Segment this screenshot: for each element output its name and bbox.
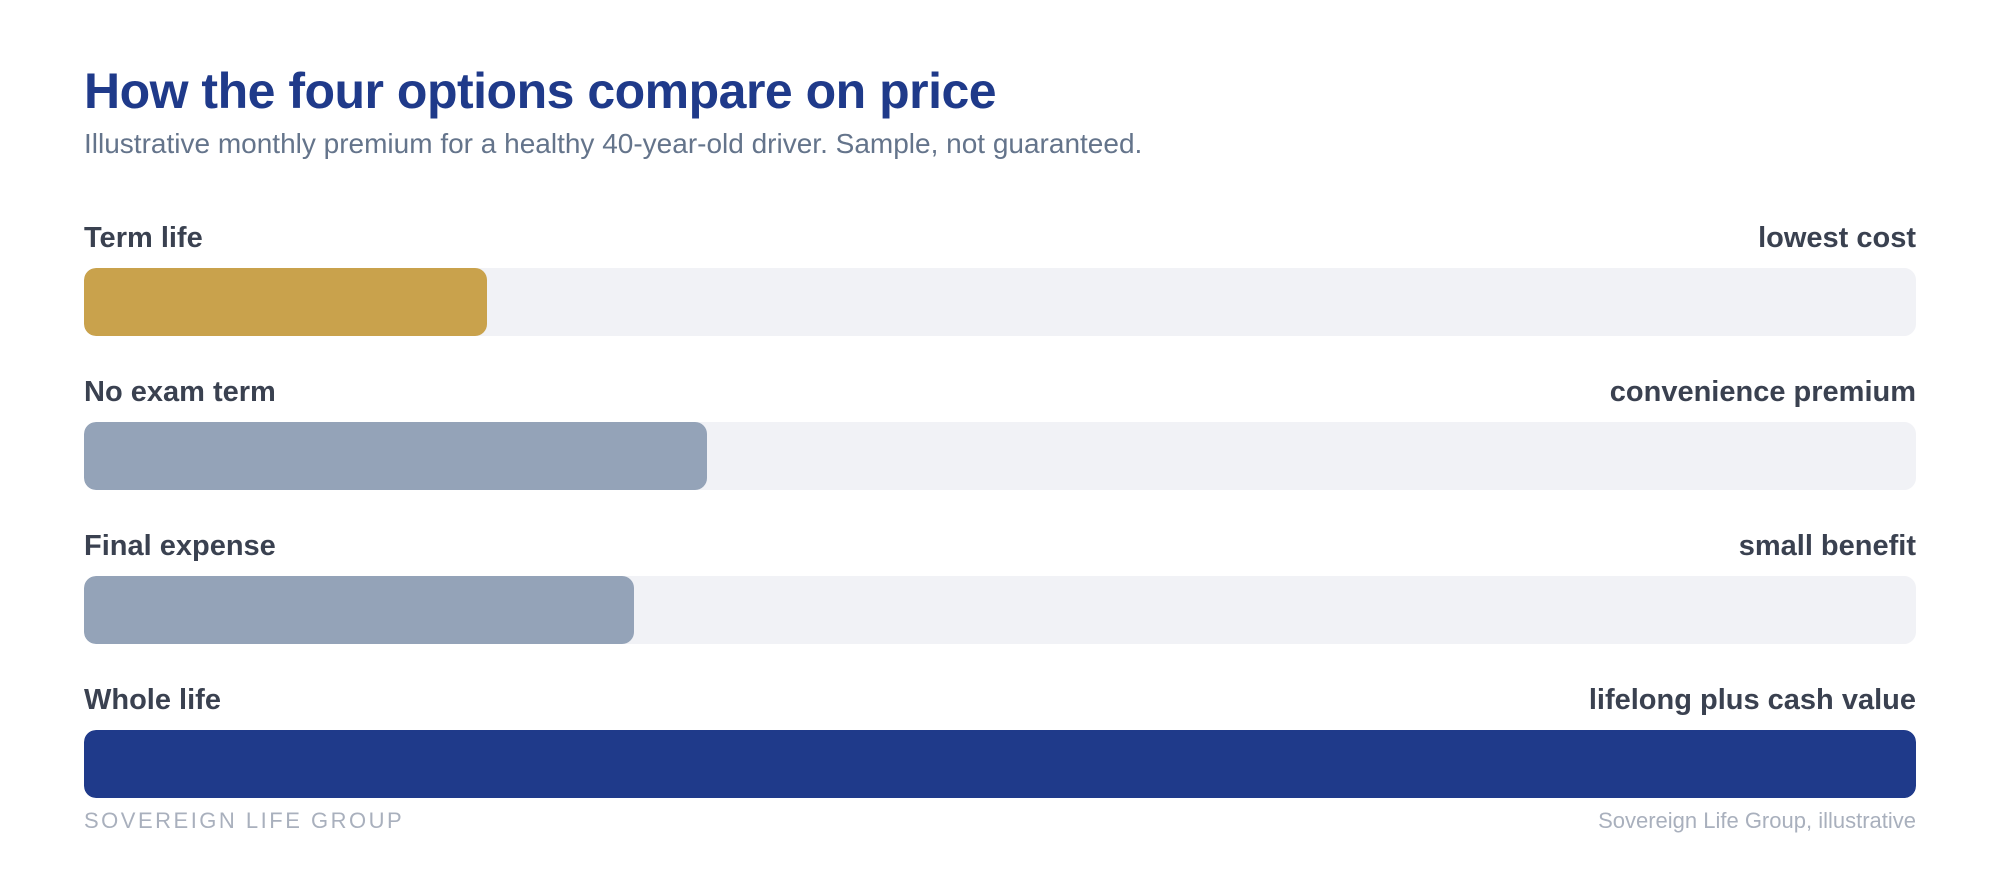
bar-note: convenience premium [1609,376,1916,408]
footer-source: Sovereign Life Group, illustrative [1598,808,1916,833]
bar-track [84,268,1916,336]
bar-note: lifelong plus cash value [1588,684,1916,716]
bar-row: No exam term convenience premium [84,374,1916,528]
bar-row: Term life lowest cost [84,220,1916,374]
bar-label: Final expense [84,530,276,562]
bar-note: lowest cost [1758,222,1916,254]
footer-brand: SOVEREIGN LIFE GROUP [84,808,405,833]
bar-row: Final expense small benefit [84,528,1916,682]
bar-label: Term life [84,222,203,254]
chart-title: How the four options compare on price [84,63,997,119]
bar-fill [84,422,707,490]
bar-track [84,576,1916,644]
bar-label: Whole life [84,684,221,716]
bar-track [84,730,1916,798]
chart-subtitle: Illustrative monthly premium for a healt… [84,128,1143,159]
bar-track [84,422,1916,490]
bar-fill [84,576,634,644]
bar-row: Whole life lifelong plus cash value [84,682,1916,836]
bar-fill [84,730,1916,798]
bar-fill [84,268,487,336]
price-comparison-chart: Term life lowest cost No exam term convenie… [84,220,1916,836]
bar-note: small benefit [1738,530,1916,562]
bar-label: No exam term [84,376,276,408]
